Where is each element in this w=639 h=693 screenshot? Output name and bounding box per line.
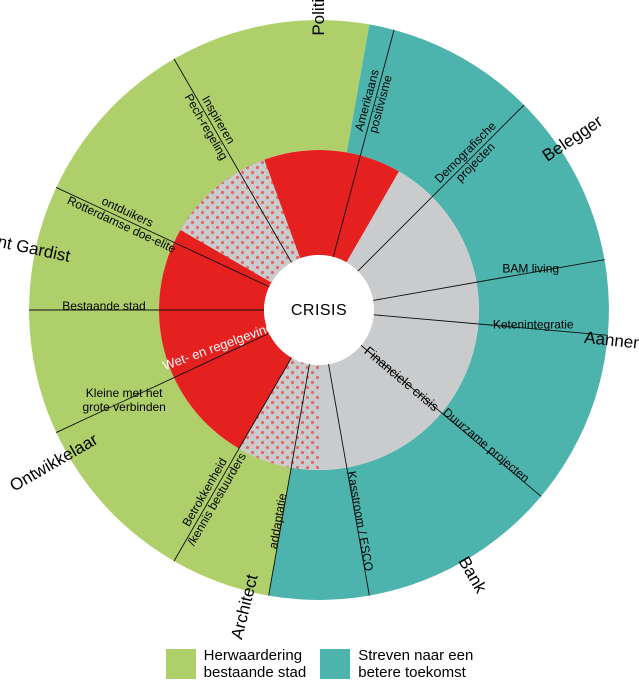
svg-text:CRISIS: CRISIS	[291, 302, 347, 319]
svg-text:BAM living: BAM living	[502, 262, 559, 276]
legend-label: Streven naar een betere toekomst	[358, 647, 473, 682]
legend-swatch	[320, 649, 350, 679]
svg-text:Politicus: Politicus	[309, 0, 328, 36]
svg-text:grote verbinden: grote verbinden	[82, 400, 165, 414]
svg-text:Bestaande stad: Bestaande stad	[62, 299, 145, 313]
legend-label: Herwaardering bestaande stad	[204, 647, 307, 682]
svg-text:Ketenintegratie: Ketenintegratie	[493, 318, 574, 332]
svg-text:Bank: Bank	[455, 553, 491, 596]
legend-swatch	[166, 649, 196, 679]
legend: Herwaardering bestaande stad Streven naa…	[0, 647, 639, 682]
legend-item-teal: Streven naar een betere toekomst	[320, 647, 473, 682]
svg-text:Kleine met het: Kleine met het	[86, 386, 163, 400]
radial-diagram: Kasstroom / ESCOaddaptatieBetrokkenheid/…	[0, 0, 639, 640]
legend-item-green: Herwaardering bestaande stad	[166, 647, 307, 682]
